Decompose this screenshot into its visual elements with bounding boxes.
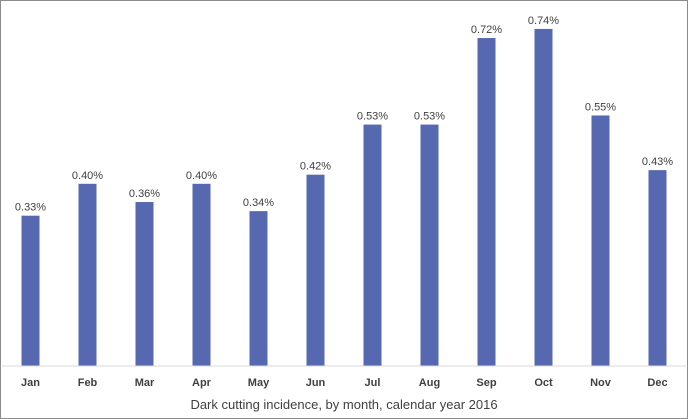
bar-jan	[21, 215, 40, 366]
chart-title: Dark cutting incidence, by month, calend…	[190, 397, 498, 412]
bar-sep	[477, 38, 496, 366]
x-tick-labels: Jan Feb Mar Apr May Jun Jul Aug Sep Oct Nov Dec	[21, 377, 668, 389]
x-tick-label-oct: Oct	[534, 377, 553, 389]
x-tick-label-jun: Jun	[306, 377, 326, 389]
bars-group	[21, 28, 667, 367]
x-tick-label-sep: Sep	[476, 377, 496, 389]
bar-dec	[648, 170, 667, 366]
bar-aug	[420, 124, 439, 366]
data-label-may: 0.34%	[243, 197, 274, 209]
x-tick-label-dec: Dec	[647, 377, 667, 389]
data-label-mar: 0.36%	[129, 188, 160, 200]
x-tick-label-mar: Mar	[135, 377, 155, 389]
bar-oct	[534, 28, 553, 367]
x-tick-label-jan: Jan	[21, 377, 40, 389]
x-tick-label-nov: Nov	[590, 377, 612, 389]
x-tick-label-feb: Feb	[78, 377, 98, 389]
data-label-nov: 0.55%	[585, 101, 616, 113]
bar-may	[249, 211, 268, 366]
data-label-feb: 0.40%	[72, 170, 103, 182]
bar-jun	[306, 174, 325, 366]
x-tick-label-apr: Apr	[192, 377, 212, 389]
bar-jul	[363, 124, 382, 366]
x-tick-label-jul: Jul	[365, 377, 381, 389]
data-label-aug: 0.53%	[414, 111, 445, 123]
bar-feb	[78, 183, 97, 366]
x-tick-label-aug: Aug	[419, 377, 440, 389]
bar-nov	[591, 115, 610, 366]
bar-apr	[192, 183, 211, 366]
data-label-dec: 0.43%	[642, 156, 673, 168]
bar-mar	[135, 202, 154, 366]
data-label-jul: 0.53%	[357, 111, 388, 123]
data-label-sep: 0.72%	[471, 24, 502, 36]
data-labels-group: 0.33% 0.40% 0.36% 0.40% 0.34% 0.42% 0.53% 0.53%…	[15, 15, 673, 214]
data-label-jan: 0.33%	[15, 202, 46, 214]
data-label-oct: 0.74%	[528, 15, 559, 27]
x-tick-label-may: May	[248, 377, 270, 389]
data-label-apr: 0.40%	[186, 170, 217, 182]
data-label-jun: 0.42%	[300, 161, 331, 173]
